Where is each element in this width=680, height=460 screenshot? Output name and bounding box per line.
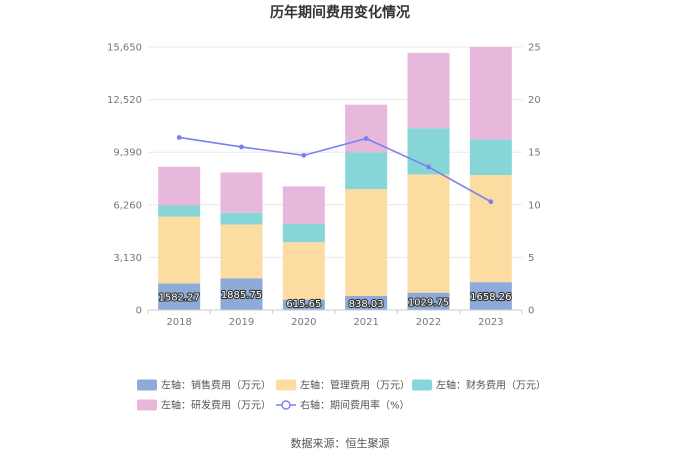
data-labels-layer: 1582.27 1885.75 615.65 838.03 1029.75 1658.26 <box>157 289 512 311</box>
left-axis-tick-label: 0 <box>136 306 142 317</box>
legend-swatch <box>137 399 157 411</box>
legend-label: 右轴：期间费用率（%） <box>300 399 410 412</box>
bar-segment <box>158 283 201 310</box>
data-label: 1029.75 <box>408 297 449 308</box>
data-label: 1658.26 <box>470 292 511 303</box>
legend-swatch <box>137 379 157 391</box>
bar-segment <box>282 242 325 300</box>
chart-title: 历年期间费用变化情况 <box>270 4 410 21</box>
left-axis-tick-label: 9,390 <box>113 148 142 159</box>
rate-line-layer <box>176 135 494 205</box>
bar-segment <box>407 174 450 293</box>
data-label: 838.03 <box>349 299 384 310</box>
bar-segment <box>345 295 388 310</box>
bar-segment <box>469 282 512 310</box>
right-axis-tick-label: 20 <box>528 95 541 106</box>
x-axis-tick-label: 2022 <box>416 317 441 328</box>
data-label: 1582.27 <box>158 293 199 304</box>
rate-point <box>426 164 431 170</box>
right-axis-tick-label: 10 <box>528 200 541 211</box>
bar-segment <box>220 172 263 213</box>
right-axis-tick-label: 0 <box>528 306 534 317</box>
x-axis-tick-label: 2018 <box>166 317 191 328</box>
source-note: 数据来源：恒生聚源 <box>291 436 390 450</box>
bar-segment <box>282 186 325 225</box>
rate-line <box>179 136 492 203</box>
legend-label: 左轴：管理费用（万元） <box>300 379 410 392</box>
legend-label: 左轴：财务费用（万元） <box>436 379 546 392</box>
legend-circle-icon <box>281 400 291 410</box>
x-axis-tick-label: 2020 <box>291 317 316 328</box>
bar-segment <box>469 175 512 283</box>
rate-point <box>176 135 182 140</box>
rate-point <box>239 144 244 150</box>
x-axis-tick-label: 2023 <box>478 317 503 328</box>
bar-segment <box>220 278 263 310</box>
bar-segment <box>282 299 325 310</box>
right-axis-tick-label: 5 <box>528 253 534 264</box>
bar-segment <box>345 152 388 190</box>
legend-swatch <box>412 379 432 391</box>
data-label: 1885.75 <box>221 290 262 301</box>
bar-segment <box>407 292 450 310</box>
x-axis-tick-label: 2019 <box>229 317 254 328</box>
left-axis-tick-label: 6,260 <box>113 200 142 211</box>
legend-label: 左轴：销售费用（万元） <box>161 379 271 392</box>
rate-point <box>301 152 307 158</box>
legend-label: 左轴：研发费用（万元） <box>161 399 271 412</box>
bar-segment <box>345 189 388 296</box>
bar-segment <box>282 224 325 243</box>
bar-segment <box>220 212 263 225</box>
rate-point <box>488 199 494 205</box>
bar-segment <box>469 139 512 176</box>
bar-segment <box>469 46 512 140</box>
bar-segment <box>158 166 201 206</box>
rate-point <box>363 136 369 141</box>
bar-segment <box>220 224 263 279</box>
legend: 左轴：销售费用（万元） 左轴：管理费用（万元） 左轴：财务费用（万元） 左轴：研发费用… <box>137 379 546 412</box>
legend-swatch <box>276 379 296 391</box>
data-label: 615.65 <box>286 299 321 310</box>
left-axis-tick-label: 15,650 <box>107 43 142 54</box>
right-axis-tick-label: 15 <box>528 148 541 159</box>
axes-layer: 0 0 3,130 5 6,260 10 9,390 15 12,520 20 15,650 25 20… <box>107 43 541 329</box>
bar-segment <box>158 216 201 284</box>
bars-layer <box>158 46 512 310</box>
left-axis-tick-label: 12,520 <box>107 95 142 106</box>
grid-lines <box>148 46 522 258</box>
bar-segment <box>407 52 450 129</box>
left-axis-tick-label: 3,130 <box>113 253 142 264</box>
bar-segment <box>158 205 201 217</box>
right-axis-tick-label: 25 <box>528 43 541 54</box>
x-axis-tick-label: 2021 <box>353 317 378 328</box>
